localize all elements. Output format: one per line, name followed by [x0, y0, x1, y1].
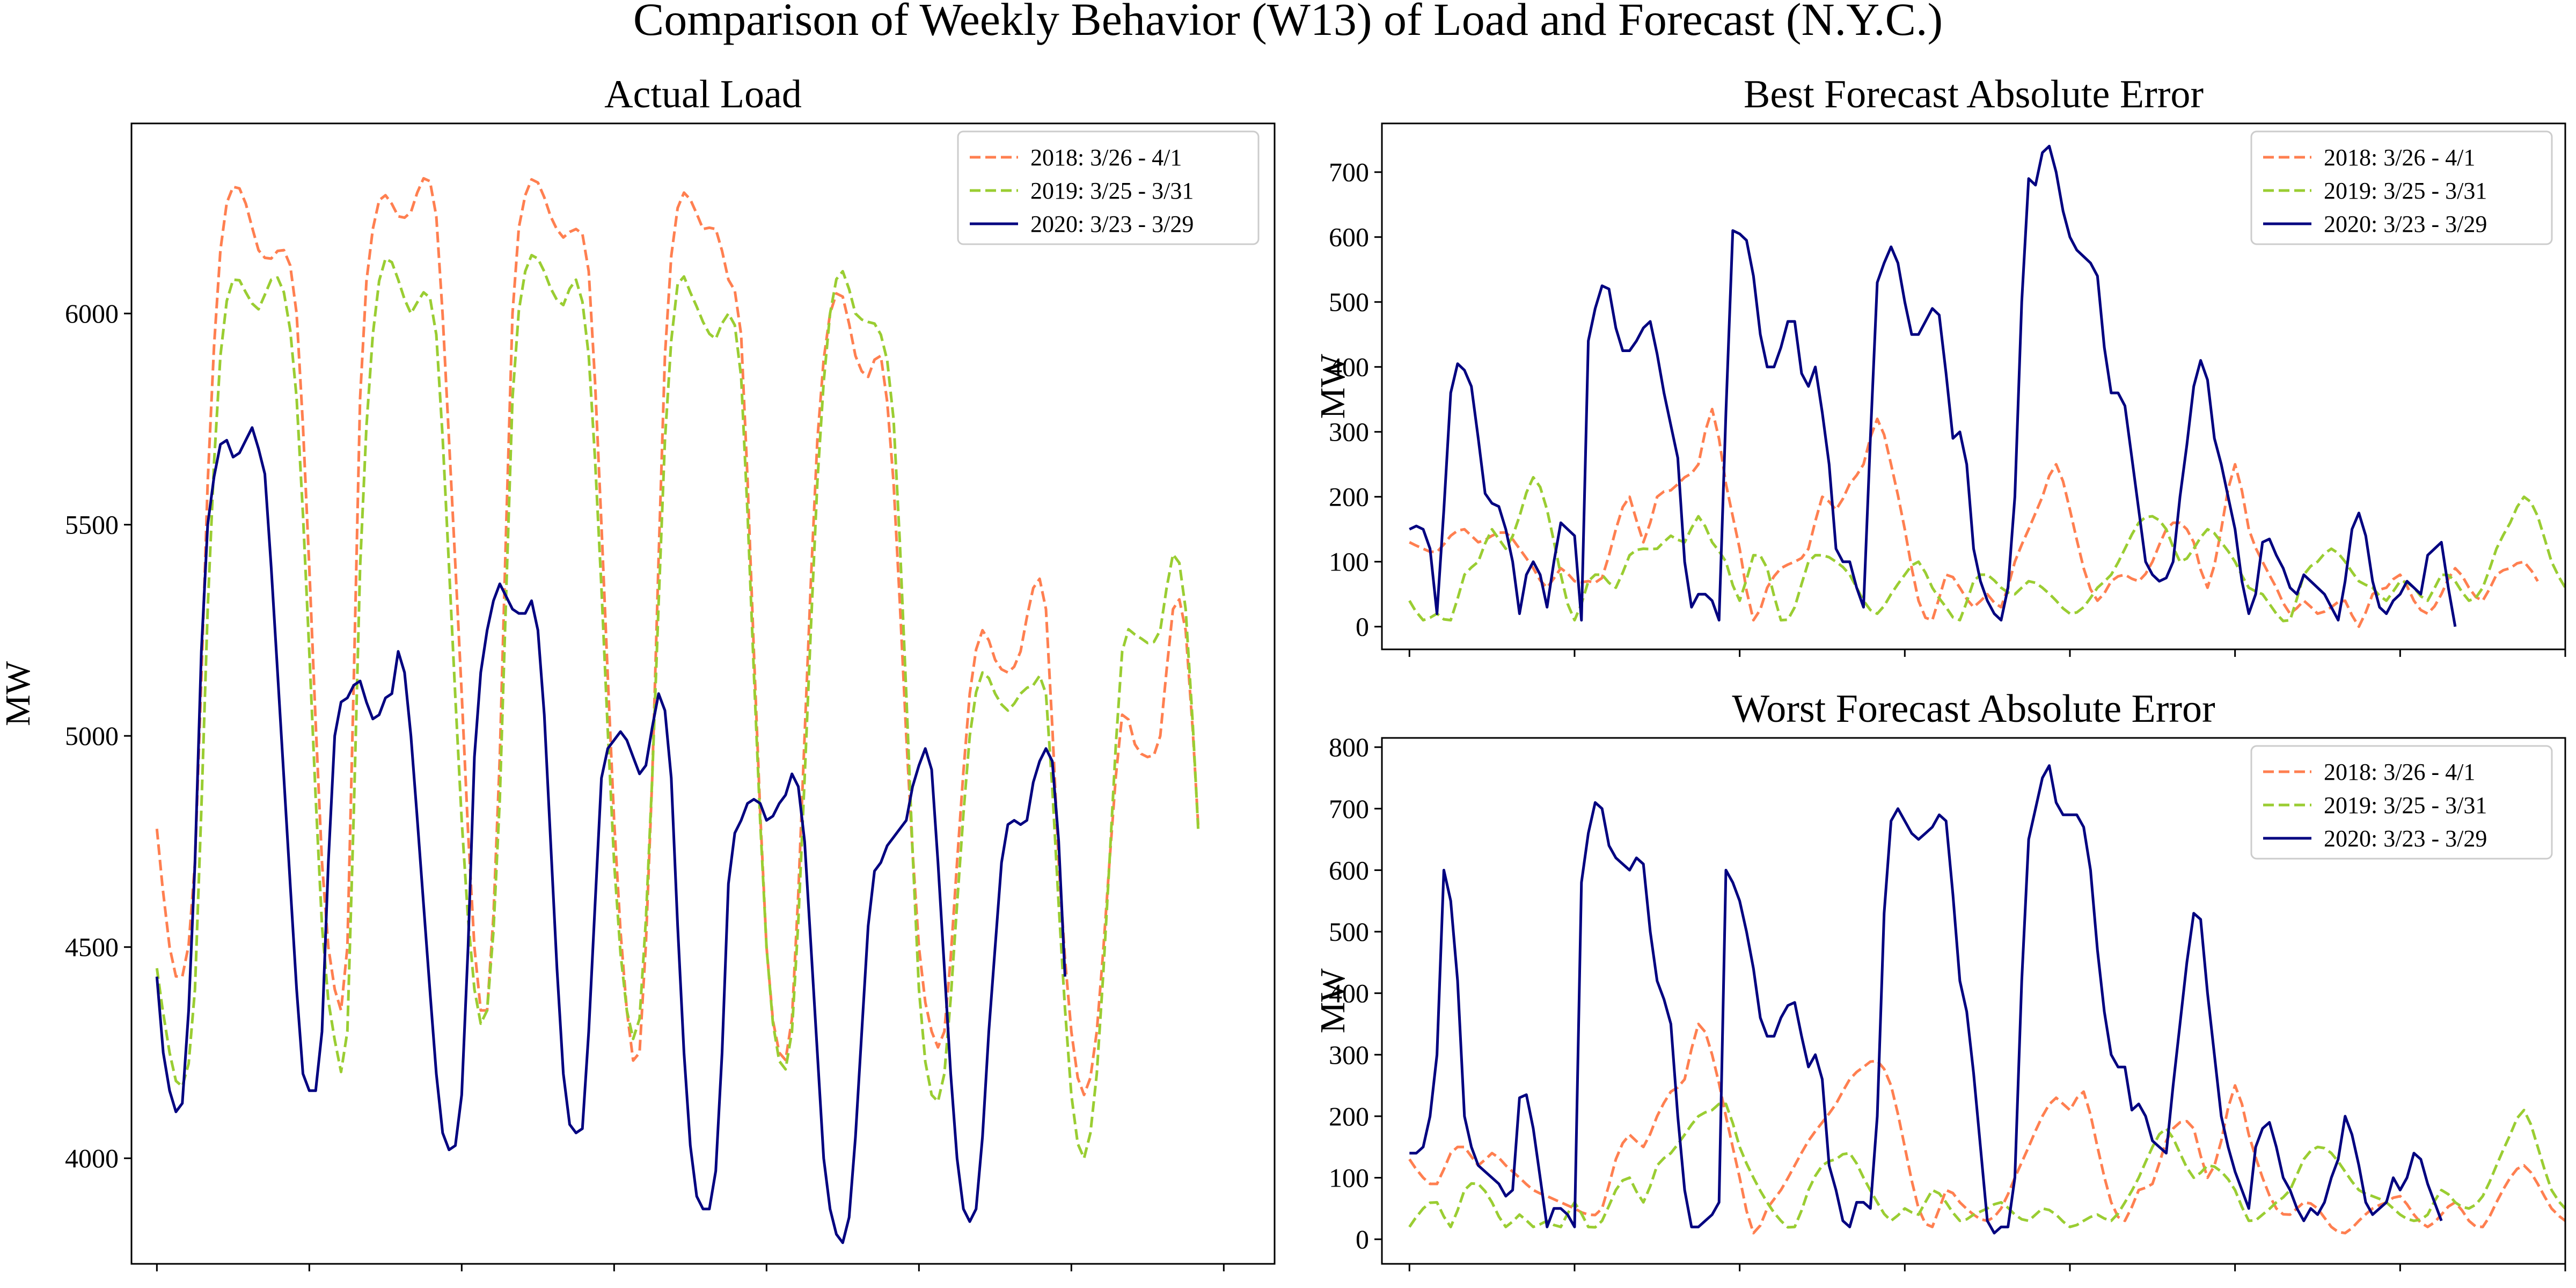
legend-entry: 2019: 3/25 - 3/31	[2324, 178, 2487, 204]
legend-box	[2250, 130, 2553, 245]
actual-load-panel: Actual Load MW 4000 4500 5000 5500 6000 2018: 3…	[0, 72, 1276, 1271]
y-tick-label: 400	[1329, 978, 1369, 1008]
y-tick-label: 200	[1329, 482, 1369, 512]
legend-entry: 2018: 3/26 - 4/1	[1030, 144, 1182, 171]
series-line-2020	[1409, 764, 2443, 1235]
y-tick-label: 300	[1329, 1040, 1369, 1070]
best-forecast-error-panel: Best Forecast Absolute Error MW 0 100 200 300…	[1313, 72, 2566, 657]
y-tick-label: 300	[1329, 417, 1369, 447]
y-tick-label: 600	[1329, 222, 1369, 252]
y-tick-label: 5000	[65, 721, 119, 751]
y-tick-label: 5500	[65, 510, 119, 540]
series-line-2019	[155, 254, 1200, 1160]
y-axis-label: MW	[0, 661, 38, 726]
worst-forecast-error-panel: Worst Forecast Absolute Error MW 0 100 200 30…	[1313, 687, 2566, 1271]
panel-title: Best Forecast Absolute Error	[1744, 72, 2204, 116]
y-tick-label: 4500	[65, 932, 119, 962]
legend-entry: 2019: 3/25 - 3/31	[1030, 178, 1194, 204]
legend-entry: 2018: 3/26 - 4/1	[2324, 144, 2475, 171]
series-line-2020	[1409, 144, 2457, 627]
y-tick-label: 500	[1329, 287, 1369, 317]
axes-frame	[1381, 737, 2566, 1265]
y-tick-label: 100	[1329, 1163, 1369, 1193]
y-axis-label: MW	[1313, 354, 1352, 419]
y-tick-label: 600	[1329, 855, 1369, 885]
y-tick-label: 800	[1329, 732, 1369, 762]
axes-frame	[130, 122, 1276, 1265]
y-tick-label: 500	[1329, 917, 1369, 947]
legend-box	[2250, 745, 2553, 860]
y-tick-label: 4000	[65, 1143, 119, 1173]
panel-title: Worst Forecast Absolute Error	[1732, 687, 2215, 731]
legend-entry: 2019: 3/25 - 3/31	[2324, 792, 2487, 818]
y-tick-label: 0	[1356, 612, 1369, 642]
axes-frame	[1381, 122, 2566, 650]
y-tick-label: 6000	[65, 298, 119, 328]
legend-entry: 2020: 3/23 - 3/29	[2324, 211, 2487, 237]
legend-entry: 2020: 3/23 - 3/29	[1030, 211, 1194, 237]
panel-title: Actual Load	[604, 72, 802, 116]
y-axis-label: MW	[1313, 968, 1352, 1034]
series-line-2018	[155, 177, 1200, 1096]
figure-suptitle: Comparison of Weekly Behavior (W13) of L…	[633, 0, 1943, 45]
y-tick-label: 700	[1329, 157, 1369, 187]
series-line-2019	[1408, 475, 2565, 623]
series-line-2020	[155, 426, 1066, 1245]
legend-entry: 2018: 3/26 - 4/1	[2324, 759, 2475, 785]
series-line-2018	[1409, 407, 2539, 628]
legend-entry: 2020: 3/23 - 3/29	[2324, 825, 2487, 852]
y-tick-label: 400	[1329, 352, 1369, 382]
y-tick-label: 0	[1356, 1224, 1369, 1254]
y-tick-label: 200	[1329, 1101, 1369, 1131]
legend-box	[957, 130, 1260, 245]
y-tick-label: 700	[1329, 794, 1369, 824]
y-tick-label: 100	[1329, 547, 1369, 577]
